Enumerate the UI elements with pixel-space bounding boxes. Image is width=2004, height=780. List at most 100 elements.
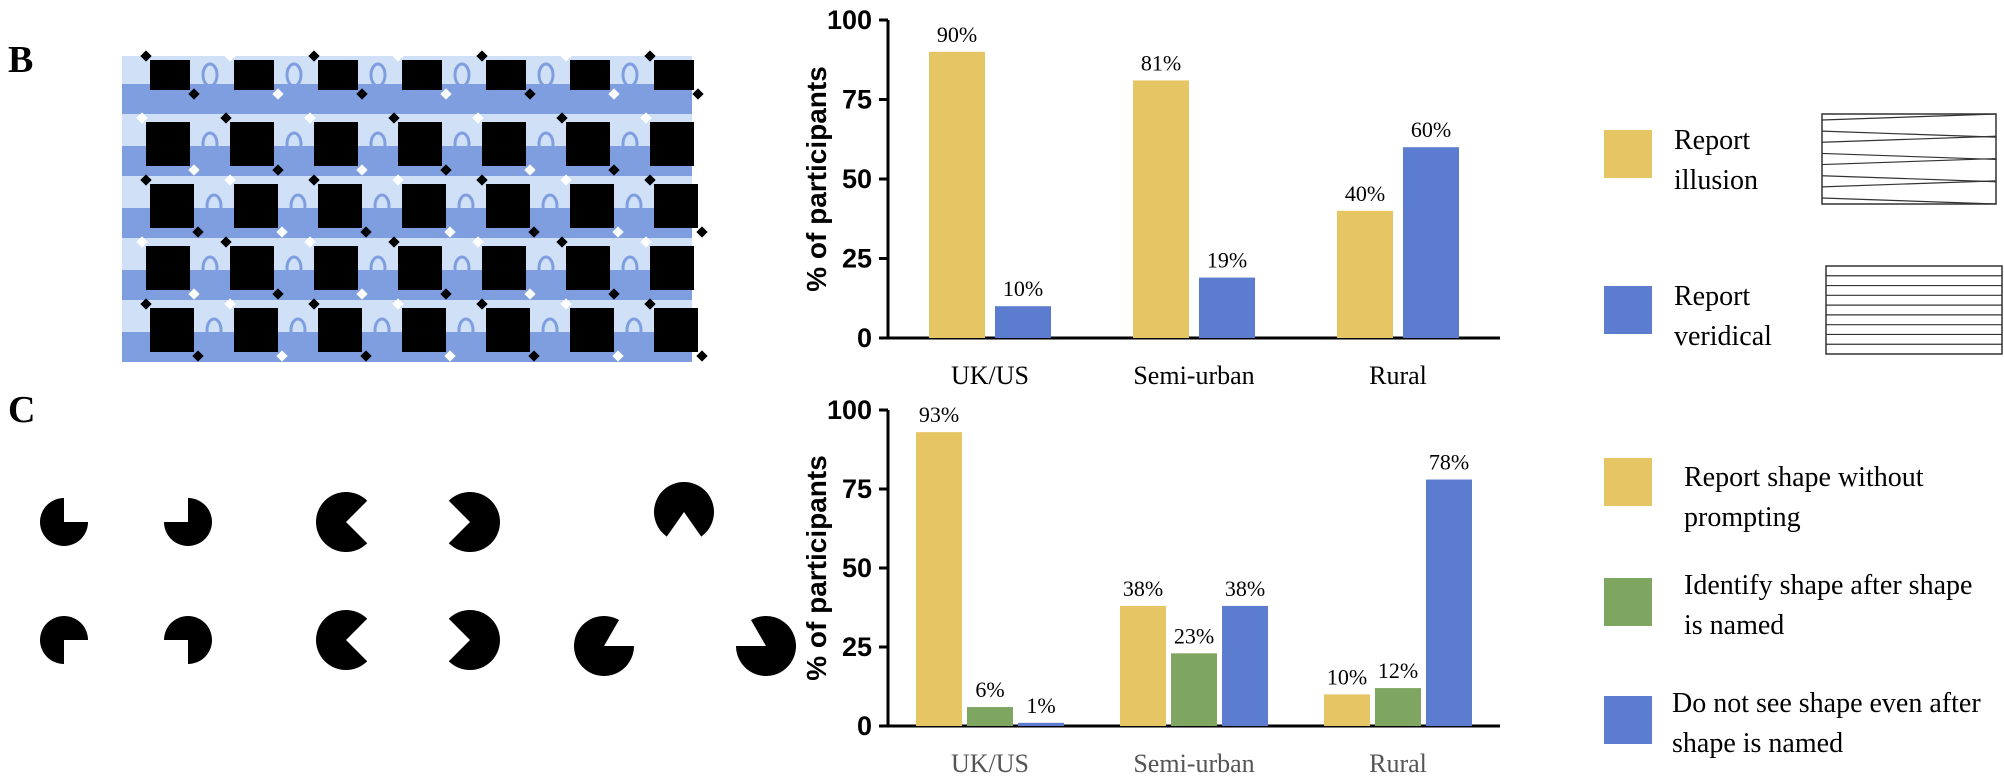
pacman-shape	[574, 616, 634, 677]
pattern-diamond	[556, 236, 568, 248]
converging-line	[1821, 157, 1997, 166]
chart-c-bar-2-2	[1171, 653, 1217, 726]
pattern-diamond	[640, 236, 652, 248]
chart-c-bar-3-1	[1324, 694, 1370, 726]
pattern-diamond	[644, 298, 656, 310]
pattern-square	[318, 184, 362, 228]
pattern-diamond	[188, 288, 200, 300]
pattern-diamond	[472, 236, 484, 248]
pattern-square	[650, 246, 694, 290]
pattern-diamond	[612, 350, 624, 362]
chart-c-bar-1-2	[967, 707, 1013, 726]
chart-b-category-label: Rural	[1369, 361, 1427, 390]
pattern-diamond	[272, 164, 284, 176]
pattern-diamond	[276, 226, 288, 238]
pattern-diamond	[140, 298, 152, 310]
chart-b-data-label: 90%	[937, 22, 977, 47]
converging-line	[1821, 197, 1997, 205]
chart-c-data-label: 12%	[1378, 658, 1418, 683]
pattern-oval	[457, 193, 475, 219]
chart-b-bar-2-2	[1199, 277, 1255, 338]
chart-c-data-label: 1%	[1026, 693, 1055, 718]
pattern-oval	[369, 62, 387, 88]
chart-c-data-label: 38%	[1123, 576, 1163, 601]
pattern-diamond	[192, 226, 204, 238]
chart-b-data-label: 19%	[1207, 248, 1247, 273]
pattern-square	[570, 184, 614, 228]
chart-c-y-label: % of participants	[801, 455, 832, 681]
pattern-diamond	[612, 226, 624, 238]
pattern-diamond	[440, 288, 452, 300]
converging-line	[1821, 130, 1997, 138]
pacman-shape	[654, 482, 714, 537]
pattern-diamond	[192, 350, 204, 362]
pattern-oval	[453, 131, 471, 157]
chart-c-bar-1-1	[916, 432, 962, 726]
converging-line	[1821, 152, 1997, 161]
chart-c-data-label: 38%	[1225, 576, 1265, 601]
pattern-square	[566, 246, 610, 290]
pattern-square	[234, 184, 278, 228]
pattern-oval	[625, 193, 643, 219]
pattern-diamond	[476, 298, 488, 310]
pattern-square	[146, 246, 190, 290]
pattern-diamond	[476, 50, 488, 62]
pattern-diamond	[272, 288, 284, 300]
legend-c-swatch-after-named	[1604, 578, 1652, 626]
pattern-square	[234, 308, 278, 352]
pattern-square	[150, 184, 194, 228]
chart-b-category-label: UK/US	[951, 361, 1029, 390]
pattern-square	[482, 246, 526, 290]
chart-b-ytick-label: 50	[842, 164, 872, 194]
pattern-oval	[453, 62, 471, 88]
legend-c-swatch-without-prompting	[1604, 458, 1652, 506]
pacman-shape	[40, 616, 88, 664]
pattern-oval	[285, 131, 303, 157]
pattern-diamond	[692, 164, 704, 176]
kanizsa-figures	[40, 482, 797, 677]
pattern-square	[314, 122, 358, 166]
pattern-square	[150, 60, 190, 90]
legend-c-label-after-named: Identify shape after shape is named	[1684, 570, 1973, 641]
converging-line	[1821, 175, 1997, 183]
pattern-oval	[621, 62, 639, 88]
pattern-square	[486, 308, 530, 352]
pattern-diamond	[524, 164, 536, 176]
legend-b-label-veridical: Report veridical	[1674, 281, 1772, 352]
pattern-oval	[289, 193, 307, 219]
pattern-square	[314, 246, 358, 290]
pacman-shape	[736, 616, 797, 677]
chart-c-ytick-label: 0	[857, 711, 872, 741]
pattern-diamond	[392, 174, 404, 186]
legend-c-label-not-see: Do not see shape even after shape is nam…	[1672, 688, 1981, 759]
pattern-square	[230, 122, 274, 166]
pattern-diamond	[560, 174, 572, 186]
chart-b: 0 25 50 75 100 % of participants 90% 10% UK/US 81…	[801, 5, 1500, 390]
pattern-oval	[201, 131, 219, 157]
pattern-diamond	[644, 174, 656, 186]
pattern-diamond	[356, 288, 368, 300]
chart-c-bar-1-3	[1018, 722, 1064, 726]
pattern-diamond	[224, 174, 236, 186]
pattern-oval	[621, 131, 639, 157]
pattern-oval	[289, 317, 307, 343]
legend-b-swatch-veridical	[1604, 286, 1652, 334]
pattern-oval	[537, 131, 555, 157]
chart-b-bar-2-1	[1133, 80, 1189, 339]
pattern-diamond	[524, 288, 536, 300]
pattern-square	[482, 122, 526, 166]
chart-b-data-label: 81%	[1141, 50, 1181, 75]
legend-c-swatch-not-see	[1604, 696, 1652, 744]
pattern-oval	[201, 255, 219, 281]
pattern-diamond	[696, 226, 708, 238]
pattern-diamond	[608, 164, 620, 176]
pattern-diamond	[304, 236, 316, 248]
pattern-square	[654, 308, 698, 352]
pattern-square	[402, 60, 442, 90]
pattern-diamond	[560, 298, 572, 310]
pattern-diamond	[692, 88, 704, 100]
panel-label-c: C	[8, 389, 36, 431]
chart-b-category-label: Semi-urban	[1133, 361, 1254, 390]
pattern-oval	[369, 255, 387, 281]
converging-line	[1821, 180, 1997, 188]
